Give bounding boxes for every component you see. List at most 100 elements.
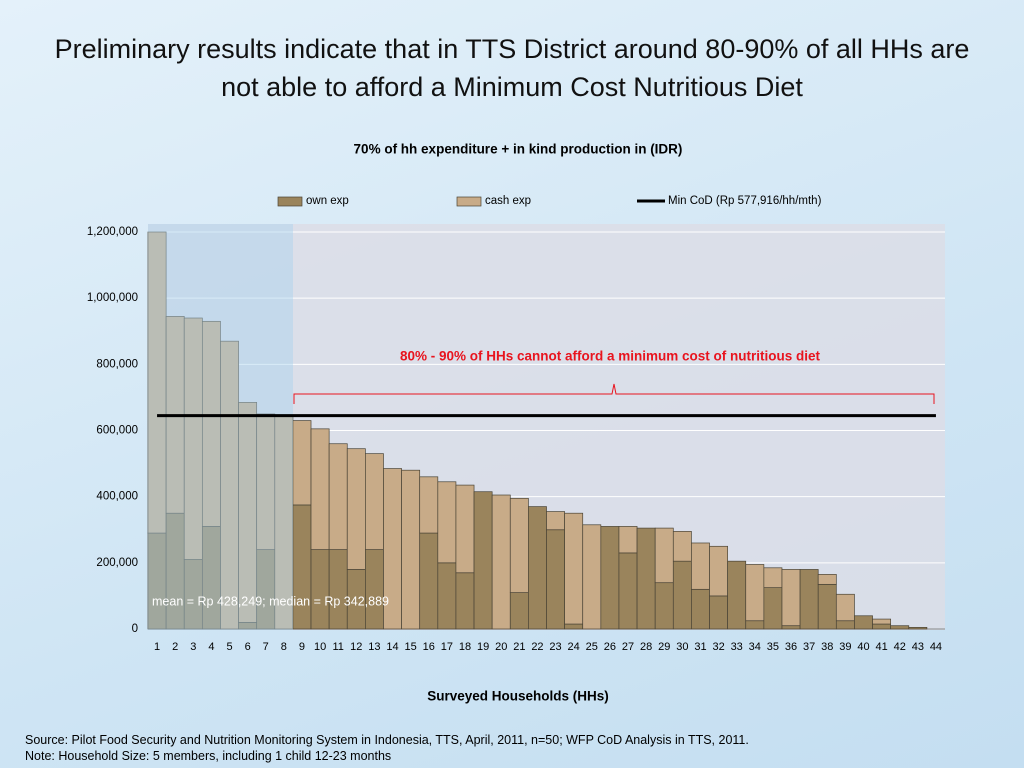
y-tick-label: 800,000 [96, 358, 138, 370]
bar-segment [401, 469, 421, 630]
bar-segment [799, 569, 819, 630]
legend-swatch [277, 196, 303, 207]
x-tick-label: 8 [281, 641, 287, 653]
bar-segment [310, 549, 330, 630]
x-tick-label: 44 [930, 641, 942, 653]
highlight-region [148, 224, 293, 630]
bar-segment [509, 592, 529, 630]
bar-segment [564, 623, 584, 630]
bar-segment [781, 569, 801, 627]
bar-segment [546, 529, 565, 630]
x-tick-label: 24 [568, 641, 580, 653]
x-tick-label: 43 [912, 641, 924, 653]
x-tick-label: 19 [477, 641, 489, 653]
chart-title: 70% of hh expenditure + in kind producti… [354, 142, 683, 157]
legend-label: own exp [306, 195, 349, 207]
bar-segment [618, 552, 638, 630]
bar-segment [654, 527, 674, 584]
x-tick-label: 32 [712, 641, 724, 653]
x-tick-label: 25 [586, 641, 598, 653]
x-tick-label: 27 [622, 641, 634, 653]
x-axis-label: Surveyed Households (HHs) [427, 689, 609, 704]
x-tick-label: 28 [640, 641, 652, 653]
x-tick-label: 17 [441, 641, 453, 653]
x-tick-label: 5 [226, 641, 232, 653]
bar-segment [419, 476, 439, 534]
x-tick-label: 7 [263, 641, 269, 653]
bar-segment [455, 572, 475, 630]
x-tick-label: 29 [658, 641, 670, 653]
bar-segment [528, 506, 547, 630]
bar-segment [346, 448, 366, 570]
bar-segment [854, 615, 873, 630]
x-tick-label: 4 [208, 641, 214, 653]
y-tick-label: 600,000 [96, 425, 138, 437]
x-tick-label: 22 [531, 641, 543, 653]
bar-segment [817, 574, 837, 585]
x-tick-label: 42 [894, 641, 906, 653]
bar-segment [654, 582, 674, 630]
x-tick-label: 3 [190, 641, 196, 653]
bar-segment [564, 512, 584, 625]
bar-segment [618, 526, 638, 554]
y-tick-label: 1,200,000 [87, 226, 138, 238]
bar-segment [727, 560, 747, 630]
bar-segment [890, 625, 910, 630]
page-title: Preliminary results indicate that in TTS… [54, 34, 970, 102]
x-tick-label: 38 [821, 641, 833, 653]
bar-segment [365, 453, 384, 550]
y-tick-label: 1,000,000 [87, 292, 138, 304]
annotation: mean = Rp 428,249; median = Rp 342,889 [152, 594, 389, 608]
bar-segment [328, 549, 348, 630]
x-tick-label: 1 [154, 641, 160, 653]
bar-segment [709, 595, 728, 630]
y-tick-label: 0 [132, 623, 138, 635]
bar-segment [745, 620, 765, 630]
y-tick-label: 200,000 [96, 557, 138, 569]
bar-segment [437, 481, 457, 564]
x-tick-label: 39 [839, 641, 851, 653]
x-tick-label: 37 [803, 641, 815, 653]
x-tick-label: 26 [604, 641, 616, 653]
legend-label: Min CoD (Rp 577,916/hh/mth) [668, 195, 822, 207]
x-tick-label: 12 [350, 641, 362, 653]
bracket [293, 383, 935, 404]
legend-swatch [456, 196, 482, 207]
bar-segment [835, 620, 855, 630]
bar-segment [455, 484, 475, 574]
bar-segment [908, 626, 928, 630]
bar-segment [292, 420, 312, 506]
x-tick-label: 23 [549, 641, 561, 653]
source-note: Source: Pilot Food Security and Nutritio… [25, 733, 749, 747]
bar-segment [835, 593, 855, 622]
x-tick-label: 14 [386, 641, 398, 653]
bar-segment [672, 560, 692, 630]
x-tick-label: 34 [749, 641, 761, 653]
bar-segment [365, 549, 384, 630]
bar-segment [691, 588, 710, 630]
bar-segment [419, 532, 439, 630]
x-tick-label: 33 [731, 641, 743, 653]
x-tick-label: 36 [785, 641, 797, 653]
bar-segment [600, 526, 620, 630]
x-tick-label: 9 [299, 641, 305, 653]
bar-segment [709, 545, 728, 597]
y-tick-label: 400,000 [96, 491, 138, 503]
bar-segment [437, 562, 457, 630]
bar-segment [745, 564, 765, 622]
bar-segment [672, 531, 692, 562]
x-tick-label: 30 [676, 641, 688, 653]
bar-segment [582, 524, 602, 630]
household-note: Note: Household Size: 5 members, includi… [25, 749, 392, 763]
bar-segment [328, 443, 348, 550]
bar-segment [872, 618, 892, 625]
bar-segment [491, 494, 511, 630]
x-tick-label: 11 [332, 641, 343, 653]
bar-segment [473, 491, 493, 630]
bar-segment [310, 428, 330, 550]
bar-segment [691, 542, 710, 590]
bar-segment [292, 504, 312, 630]
bar-segment [509, 497, 529, 593]
